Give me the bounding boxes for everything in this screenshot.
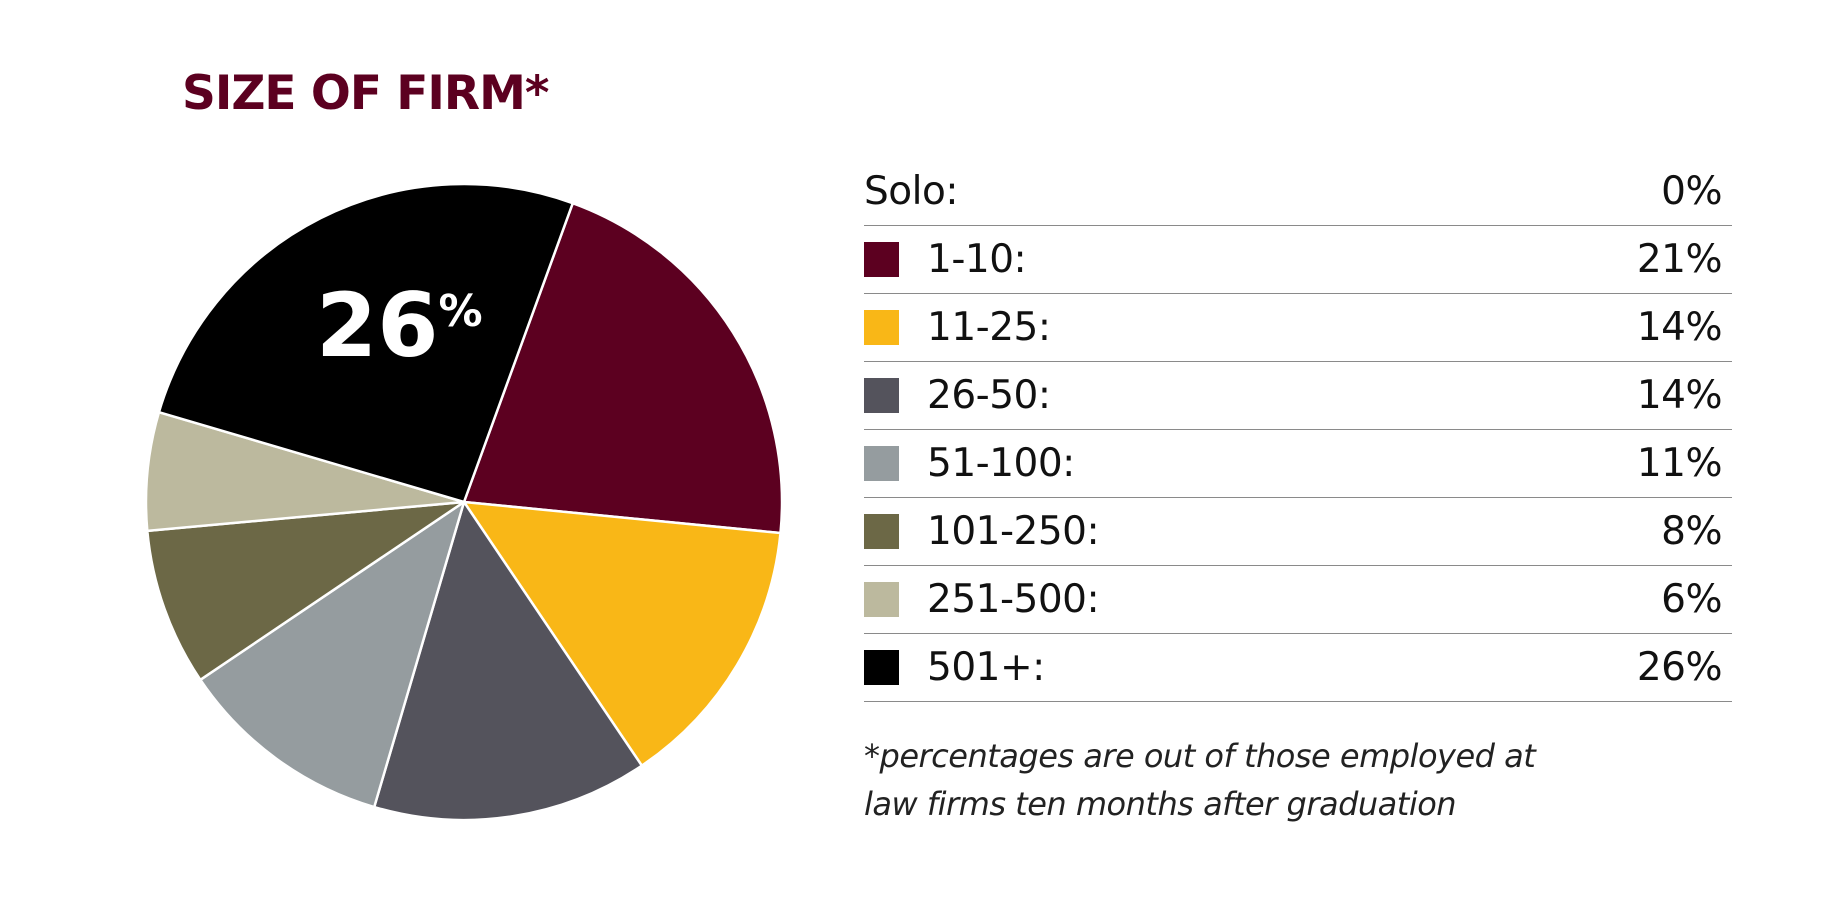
legend-swatch bbox=[864, 514, 899, 549]
legend-label: 1-10: bbox=[927, 237, 1027, 282]
pie-slice-501 bbox=[157, 182, 575, 504]
pie-highlight-number: 26 bbox=[316, 274, 438, 377]
legend-row-solo: Solo: 0% bbox=[864, 158, 1732, 226]
legend-table: Solo: 0% 1-10: 21% 11-25: 14% 26-50: 14% 51-100:… bbox=[864, 158, 1732, 702]
legend-value: 8% bbox=[1661, 509, 1722, 554]
chart-title: SIZE OF FIRM* bbox=[182, 66, 549, 121]
legend-row-501: 501+: 26% bbox=[864, 634, 1732, 702]
legend-label: 26-50: bbox=[927, 373, 1051, 418]
legend-label: 11-25: bbox=[927, 305, 1051, 350]
legend-swatch bbox=[864, 242, 899, 277]
legend-label: 501+: bbox=[927, 645, 1045, 690]
legend-value: 21% bbox=[1636, 237, 1723, 282]
legend-value: 26% bbox=[1636, 645, 1723, 690]
legend-row-1-10: 1-10: 21% bbox=[864, 226, 1732, 294]
legend-row-101-250: 101-250: 8% bbox=[864, 498, 1732, 566]
legend-label: 51-100: bbox=[927, 441, 1075, 486]
legend-row-51-100: 51-100: 11% bbox=[864, 430, 1732, 498]
pie-slice-11-25 bbox=[462, 500, 782, 767]
footnote: *percentages are out of those employed a… bbox=[864, 732, 1624, 828]
legend-value: 14% bbox=[1636, 373, 1723, 418]
legend-swatch bbox=[864, 378, 899, 413]
pie-slice-251-500 bbox=[144, 410, 466, 533]
pie-highlight-label: 26% bbox=[316, 274, 483, 377]
legend-swatch bbox=[864, 582, 899, 617]
legend-value: 14% bbox=[1636, 305, 1723, 350]
legend-value: 6% bbox=[1661, 577, 1722, 622]
legend-swatch bbox=[864, 446, 899, 481]
legend-row-26-50: 26-50: 14% bbox=[864, 362, 1732, 430]
footnote-line-2: law firms ten months after graduation bbox=[864, 785, 1457, 823]
footnote-line-1: *percentages are out of those employed a… bbox=[864, 737, 1536, 775]
legend-value: 11% bbox=[1636, 441, 1723, 486]
legend-swatch bbox=[864, 650, 899, 685]
legend-swatch bbox=[864, 310, 899, 345]
legend-label: 101-250: bbox=[927, 509, 1100, 554]
legend-row-251-500: 251-500: 6% bbox=[864, 566, 1732, 634]
pie-slice-101-250 bbox=[146, 500, 466, 682]
legend-label: 251-500: bbox=[927, 577, 1100, 622]
legend-value: 0% bbox=[1661, 169, 1722, 214]
pie-highlight-unit: % bbox=[438, 286, 482, 337]
legend-row-11-25: 11-25: 14% bbox=[864, 294, 1732, 362]
pie-slice-51-100 bbox=[199, 500, 466, 809]
legend-label: Solo: bbox=[864, 169, 958, 214]
